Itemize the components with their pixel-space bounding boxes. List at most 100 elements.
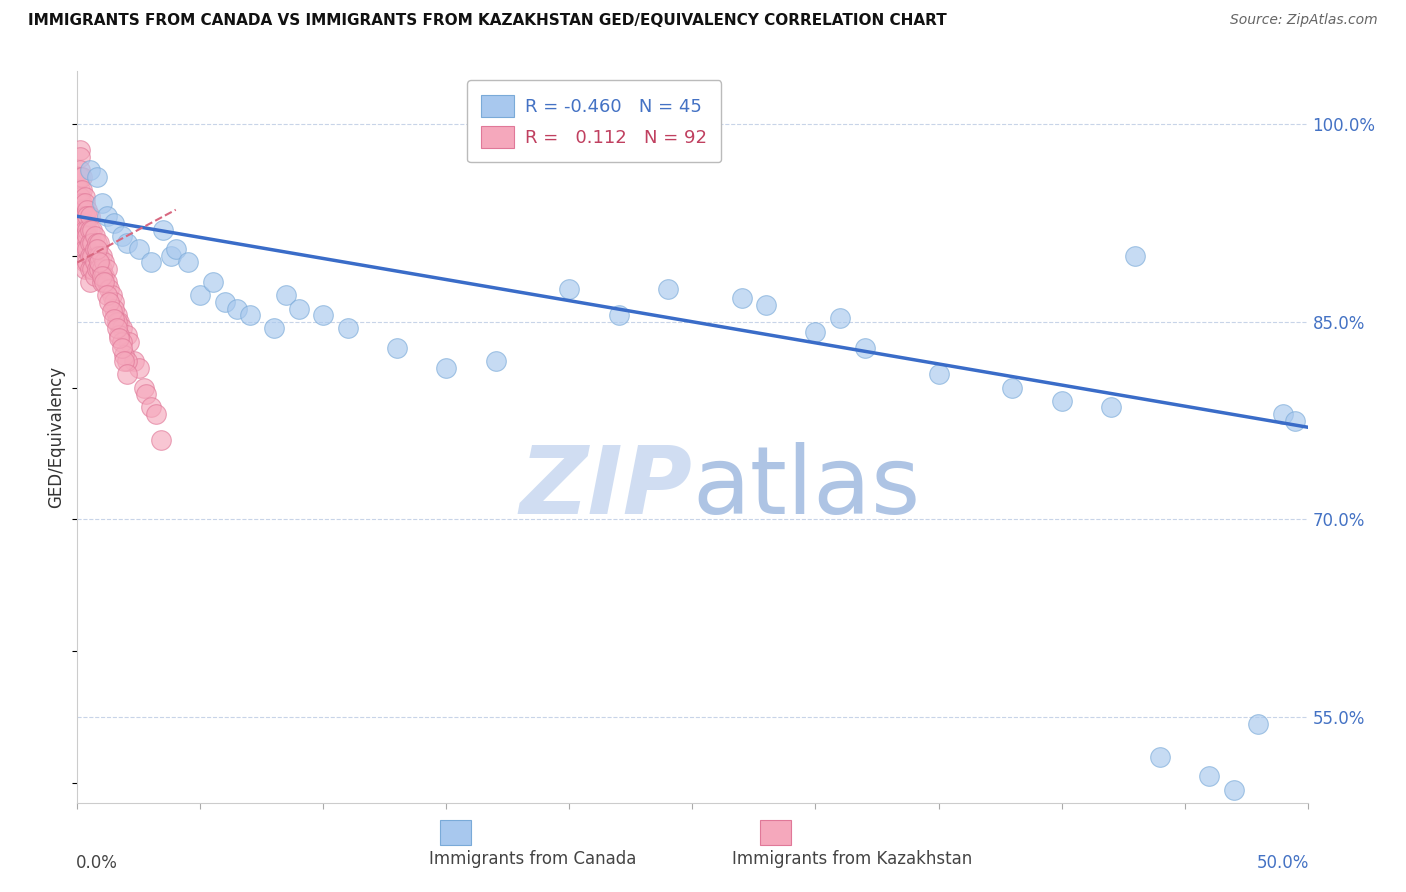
Point xyxy=(96,288,118,302)
Point xyxy=(387,341,409,355)
Point xyxy=(89,262,111,277)
Point xyxy=(1149,749,1171,764)
Point xyxy=(201,275,224,289)
Point xyxy=(214,295,236,310)
Point xyxy=(128,242,150,256)
Point xyxy=(276,288,298,302)
Point xyxy=(70,235,93,250)
Point xyxy=(160,249,183,263)
Point xyxy=(657,282,679,296)
Point xyxy=(90,196,114,211)
Point xyxy=(128,360,150,375)
Y-axis label: GED/Equivalency: GED/Equivalency xyxy=(48,366,66,508)
Point xyxy=(69,169,91,184)
Point xyxy=(1125,249,1147,263)
Point xyxy=(111,229,132,244)
Point xyxy=(82,262,104,277)
Point xyxy=(96,262,118,277)
Point xyxy=(73,229,96,244)
Point xyxy=(83,255,105,269)
Point xyxy=(731,291,754,305)
Point xyxy=(132,381,155,395)
Point xyxy=(73,216,96,230)
Point xyxy=(89,249,111,263)
Point xyxy=(86,249,108,263)
Point xyxy=(108,330,131,344)
Point xyxy=(101,304,124,318)
Point xyxy=(101,288,124,302)
Point xyxy=(436,360,458,375)
Point xyxy=(1099,401,1122,415)
Point xyxy=(485,354,508,368)
Point xyxy=(112,348,135,362)
Point xyxy=(86,235,108,250)
Point xyxy=(76,210,98,224)
Point xyxy=(70,202,93,217)
Point xyxy=(103,312,125,326)
Point xyxy=(70,169,93,184)
Point xyxy=(141,255,163,269)
Point xyxy=(96,275,118,289)
Point xyxy=(73,210,96,224)
Point xyxy=(79,210,101,224)
Point xyxy=(607,308,630,322)
Point xyxy=(115,327,138,342)
Point xyxy=(73,196,96,211)
Point xyxy=(89,235,111,250)
Point xyxy=(69,183,91,197)
Point xyxy=(135,387,157,401)
Point xyxy=(89,255,111,269)
Point xyxy=(73,235,96,250)
Point xyxy=(1050,393,1073,408)
Point xyxy=(69,189,91,203)
Point xyxy=(141,401,163,415)
Point xyxy=(86,169,108,184)
Point xyxy=(73,242,96,256)
Text: Immigrants from Kazakhstan: Immigrants from Kazakhstan xyxy=(733,850,973,868)
Point xyxy=(82,222,104,236)
Point xyxy=(105,321,128,335)
Point xyxy=(288,301,311,316)
Point xyxy=(928,368,950,382)
Point xyxy=(122,354,145,368)
Point xyxy=(90,268,114,283)
Point xyxy=(73,262,96,277)
Point xyxy=(105,308,128,322)
Point xyxy=(1272,407,1295,421)
Point xyxy=(90,262,114,277)
Point xyxy=(103,301,125,316)
Point xyxy=(558,282,581,296)
Point xyxy=(69,210,91,224)
Point xyxy=(86,242,108,256)
Point xyxy=(70,222,93,236)
Point xyxy=(83,229,105,244)
Point xyxy=(76,255,98,269)
Point xyxy=(150,434,173,448)
Point xyxy=(103,295,125,310)
Point xyxy=(69,196,91,211)
Point xyxy=(86,262,108,277)
Point xyxy=(79,222,101,236)
Point xyxy=(76,222,98,236)
Point xyxy=(111,341,132,355)
Point xyxy=(93,275,115,289)
Point xyxy=(76,202,98,217)
Point xyxy=(1001,381,1024,395)
Point xyxy=(1223,782,1246,797)
Text: Source: ZipAtlas.com: Source: ZipAtlas.com xyxy=(1230,13,1378,28)
Point xyxy=(112,354,135,368)
Point xyxy=(98,282,121,296)
Point xyxy=(98,295,121,310)
Point xyxy=(105,315,128,329)
Point xyxy=(70,196,93,211)
Point xyxy=(152,222,174,236)
Point xyxy=(1198,769,1220,783)
Point xyxy=(83,242,105,256)
Point xyxy=(115,354,138,368)
Point xyxy=(115,368,138,382)
Point xyxy=(76,242,98,256)
FancyBboxPatch shape xyxy=(440,820,471,846)
Legend: R = -0.460   N = 45, R =   0.112   N = 92: R = -0.460 N = 45, R = 0.112 N = 92 xyxy=(467,80,721,162)
Point xyxy=(239,308,262,322)
Point xyxy=(73,189,96,203)
